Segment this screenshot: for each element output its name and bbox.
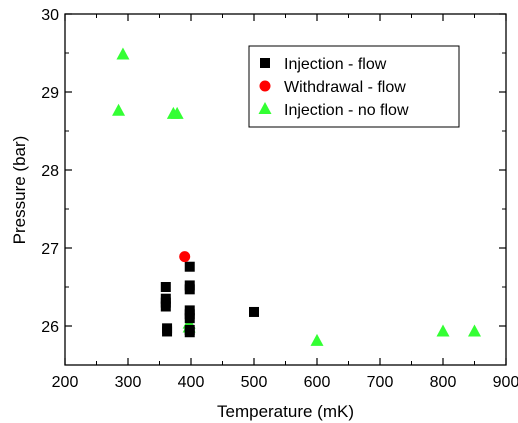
x-tick-label: 500 <box>241 374 268 391</box>
square-point <box>160 282 171 292</box>
legend-marker <box>260 58 270 68</box>
x-tick-label: 200 <box>52 374 79 391</box>
y-tick-label: 26 <box>41 319 59 336</box>
triangle-point <box>116 47 130 60</box>
axis-ticks: 200 300 400 500 600 700 800 900 26 27 28 29 30 <box>41 7 518 391</box>
legend-box <box>248 45 460 128</box>
x-tick-label: 700 <box>367 374 394 391</box>
x-tick-label: 600 <box>304 374 331 391</box>
legend-marker <box>259 80 271 92</box>
triangle-point <box>468 324 481 337</box>
legend-label: Withdrawal - flow <box>284 79 406 96</box>
x-tick-label: 300 <box>115 374 142 391</box>
square-point <box>184 284 195 295</box>
square-point <box>162 326 173 337</box>
legend-marker <box>258 102 272 114</box>
y-tick-label: 29 <box>41 85 59 102</box>
y-axis-title: Pressure (bar) <box>10 136 29 245</box>
square-point <box>184 261 195 272</box>
square-point <box>184 327 195 338</box>
legend-label: Injection - no flow <box>284 102 409 119</box>
y-tick-label: 28 <box>41 163 59 180</box>
legend-label: Injection - flow <box>284 56 387 73</box>
x-tick-label: 800 <box>430 374 457 391</box>
circle-point <box>179 251 191 263</box>
data-marks <box>112 47 481 346</box>
x-tick-label: 400 <box>178 374 205 391</box>
y-tick-label: 30 <box>41 7 59 24</box>
triangle-point <box>112 103 126 116</box>
x-tick-label: 900 <box>493 374 518 391</box>
square-point <box>249 306 259 317</box>
triangle-point <box>310 333 324 346</box>
x-axis-title: Temperature (mK) <box>217 402 354 421</box>
triangle-point <box>170 106 184 119</box>
y-tick-label: 27 <box>41 241 59 258</box>
legend: Injection - flow Withdrawal - flow Injecti… <box>248 45 460 128</box>
triangle-point <box>436 324 450 337</box>
square-point <box>184 313 195 324</box>
square-point <box>160 301 171 312</box>
